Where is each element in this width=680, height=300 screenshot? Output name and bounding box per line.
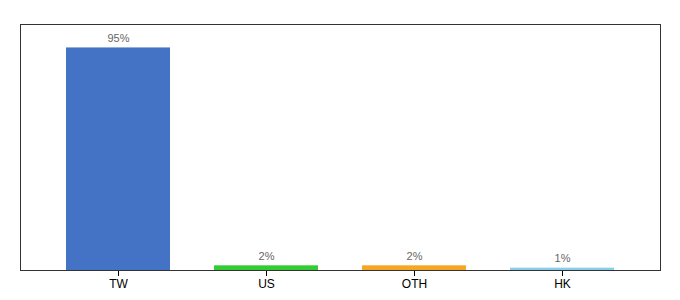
svg-text:HK: HK [554,277,571,291]
svg-text:TW: TW [109,277,128,291]
svg-text:1%: 1% [555,252,571,264]
svg-text:OTH: OTH [402,277,427,291]
svg-text:2%: 2% [407,250,423,262]
svg-text:2%: 2% [259,250,275,262]
svg-text:95%: 95% [107,32,129,44]
svg-text:US: US [258,277,275,291]
